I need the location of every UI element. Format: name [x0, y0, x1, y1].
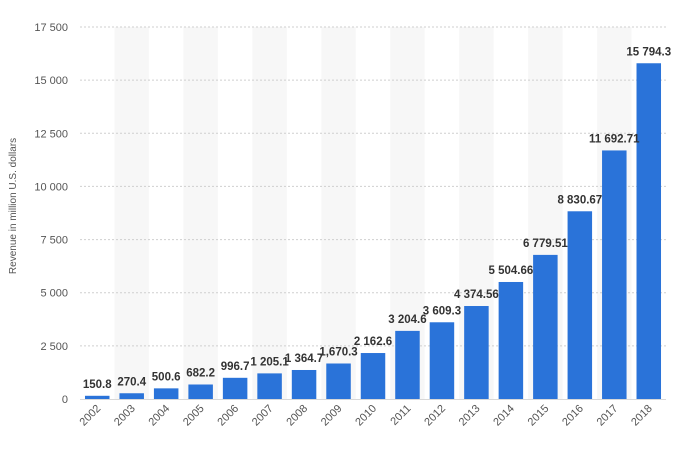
bar-2013: [464, 306, 489, 399]
data-label-2008: 1 364.7: [285, 353, 323, 365]
data-label-2014: 5 504.66: [488, 265, 533, 277]
data-label-2009: 1,670.3: [319, 346, 357, 358]
data-label-2003: 270.4: [117, 376, 146, 388]
x-axis-ticks: 2002 2003 2004 2005 2006 2007 2008 2009 2010 2011…: [78, 403, 655, 429]
data-label-2013: 4 374.56: [454, 289, 499, 301]
y-tick-label: 17 500: [34, 22, 68, 34]
data-label-2016: 8 830.67: [557, 194, 602, 206]
x-tick-label: 2006: [215, 403, 241, 429]
bar-2015: [533, 254, 558, 399]
bar-2012: [429, 322, 455, 399]
data-label-2015: 6 779.51: [523, 238, 568, 250]
data-label-2006: 996.7: [221, 361, 250, 373]
y-tick-label: 15 000: [34, 75, 68, 87]
y-tick-label: 2 500: [40, 341, 68, 353]
data-label-2005: 682.2: [186, 367, 215, 379]
bar-2010: [360, 353, 386, 399]
x-tick-label: 2010: [353, 403, 379, 429]
x-tick-label: 2009: [319, 403, 345, 429]
bar-2003: [119, 393, 144, 399]
band-2005: [183, 27, 218, 399]
bar-2005: [188, 384, 213, 399]
bar-2018: [636, 63, 662, 400]
y-axis-ticks: 0 2 500 5 000 7 500 10 000 12 500 15 000 17 500: [34, 22, 68, 406]
y-tick-label: 0: [62, 394, 68, 406]
x-tick-label: 2018: [629, 403, 655, 429]
y-tick-label: 10 000: [34, 181, 68, 193]
data-label-2018: 15 794.3: [626, 46, 671, 58]
x-tick-label: 2012: [422, 403, 448, 429]
data-label-2017: 11 692.71: [589, 133, 640, 145]
data-label-2007: 1 205.1: [250, 356, 289, 368]
bar-2004: [153, 388, 179, 399]
bar-2011: [395, 330, 420, 399]
x-tick-label: 2003: [112, 403, 138, 429]
bar-2006: [222, 377, 248, 399]
x-tick-label: 2017: [595, 403, 621, 429]
data-label-2010: 2 162.6: [354, 336, 392, 348]
band-2003: [114, 27, 149, 399]
y-axis-title: Revenue in million U.S. dollars: [8, 138, 19, 274]
y-tick-label: 7 500: [40, 235, 68, 247]
bar-2009: [326, 363, 351, 399]
x-tick-label: 2008: [284, 403, 310, 429]
y-tick-label: 5 000: [40, 288, 68, 300]
bar-2014: [498, 281, 524, 399]
bar-2017: [602, 150, 627, 399]
band-2007: [252, 27, 287, 399]
x-tick-label: 2004: [146, 403, 172, 429]
bars: [84, 63, 662, 400]
y-tick-label: 12 500: [34, 128, 68, 140]
x-tick-label: 2015: [526, 403, 552, 429]
gridlines: [80, 26, 666, 400]
x-tick-label: 2011: [388, 403, 413, 428]
x-tick-label: 2016: [560, 403, 586, 429]
bar-2008: [291, 369, 317, 399]
x-tick-label: 2014: [491, 403, 517, 429]
data-label-2011: 3 204.6: [388, 314, 426, 326]
x-tick-label: 2002: [78, 403, 104, 429]
bar-2002: [84, 395, 110, 399]
band-2009: [321, 27, 356, 399]
x-tick-label: 2005: [181, 403, 207, 429]
x-tick-label: 2013: [457, 403, 483, 429]
data-label-2004: 500.6: [152, 371, 181, 383]
x-tick-label: 2007: [250, 403, 276, 429]
data-label-2002: 150.8: [83, 379, 112, 391]
bar-2016: [567, 211, 593, 399]
data-label-2012: 3 609.3: [423, 305, 461, 317]
bar-2007: [257, 373, 282, 399]
